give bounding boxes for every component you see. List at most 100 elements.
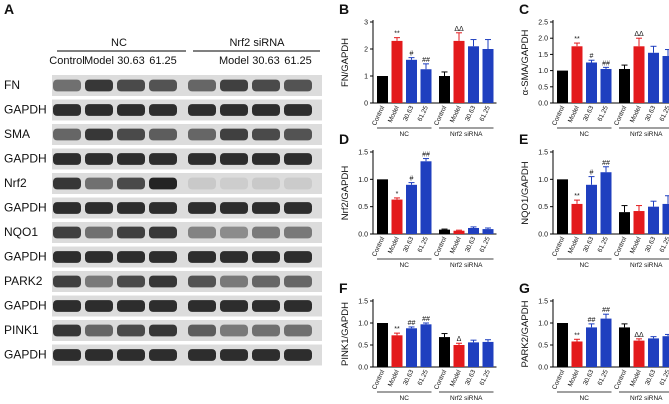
blot-band: [85, 300, 113, 312]
blot-band: [117, 104, 145, 116]
blot-row-label: NQO1: [4, 225, 38, 239]
group-label-nc: NC: [580, 262, 590, 269]
significance-label: ##: [422, 152, 430, 159]
bar: [662, 203, 669, 234]
category-label: 61.25: [417, 105, 430, 123]
blot-band: [188, 324, 216, 337]
blot-band: [117, 251, 145, 263]
category-label: 61.25: [417, 236, 430, 254]
blot-band: [149, 104, 177, 116]
blot-band: [220, 324, 248, 337]
blot-band: [53, 275, 81, 288]
y-tick-label: 1.5: [358, 150, 368, 157]
blot-band: [117, 226, 145, 239]
blot-band: [53, 153, 81, 165]
y-tick-label: 0.0: [538, 365, 548, 372]
y-axis-label: NQO1/GAPDH: [520, 161, 531, 224]
category-label: Model: [387, 368, 401, 388]
category-label: 61.25: [597, 105, 610, 123]
y-tick-label: 1.5: [538, 150, 548, 157]
blot-band: [252, 251, 280, 263]
y-tick-label: 0.5: [538, 204, 548, 211]
blot-band: [149, 349, 177, 361]
blot-band: [220, 202, 248, 214]
y-tick-label: 0.5: [538, 84, 548, 91]
significance-label: ##: [602, 160, 610, 167]
blot-band: [149, 300, 177, 312]
blot-band: [188, 275, 216, 288]
category-label: Control: [551, 235, 566, 257]
category-label: Model: [629, 235, 643, 255]
category-label: Model: [387, 235, 401, 255]
category-label: 61.25: [479, 105, 492, 123]
y-axis-label: Nrf2/GAPDH: [340, 166, 351, 221]
category-label: 61.25: [659, 105, 669, 123]
group-label-nrf2-sirna: Nrf2 siRNA: [450, 131, 483, 138]
category-label: Control: [613, 104, 628, 126]
blot-band: [85, 128, 113, 141]
bar: [633, 46, 645, 103]
significance-label: #: [590, 53, 594, 60]
bar: [633, 340, 645, 367]
blot-band: [284, 226, 312, 239]
bar: [619, 212, 630, 234]
y-tick-label: 0.0: [538, 101, 548, 108]
category-label: 30.63: [464, 105, 477, 123]
category-label: Model: [629, 368, 643, 388]
group-label-nrf2-sirna: Nrf2 siRNA: [630, 131, 663, 138]
bar: [391, 335, 403, 367]
blot-band: [252, 153, 280, 165]
blot-band: [188, 104, 216, 116]
blot-band: [85, 202, 113, 214]
bar: [482, 49, 494, 103]
y-tick-label: 2.0: [538, 36, 548, 43]
blot-band: [252, 79, 280, 92]
significance-label: ΔΔ: [634, 332, 644, 339]
group-label-nc: NC: [400, 395, 410, 402]
blot-band: [117, 128, 145, 141]
bar: [571, 341, 583, 367]
blot-band: [85, 79, 113, 92]
bar: [586, 184, 597, 234]
chart-d: D 0.0 0.5 1.0 1.5 Nrf2/GAPDH Control * Model #30.…: [339, 131, 497, 269]
bar: [557, 323, 568, 367]
blot-band: [53, 324, 81, 337]
blot-band: [188, 251, 216, 263]
y-tick-label: 3: [364, 20, 368, 27]
blot-band: [188, 153, 216, 165]
blot-band: [53, 104, 81, 116]
significance-label: **: [574, 36, 580, 43]
blot-band: [85, 251, 113, 263]
bar: [453, 230, 465, 234]
blot-band: [117, 177, 145, 190]
blot-row-label: SMA: [4, 127, 30, 141]
group-label-nrf2-sirna: Nrf2 siRNA: [450, 395, 483, 402]
y-tick-label: 1.0: [358, 177, 368, 184]
blot-band: [252, 300, 280, 312]
bar-charts: B0123FN/GAPDHControl**Model#30.63##61.25…: [339, 1, 669, 402]
bar: [648, 206, 659, 234]
blot-band: [220, 349, 248, 361]
blot-band: [117, 202, 145, 214]
category-label: Control: [371, 235, 386, 257]
bar: [468, 46, 479, 103]
y-tick-label: 0.0: [538, 232, 548, 239]
blot-band: [252, 275, 280, 288]
blot-row-label: PINK1: [4, 323, 39, 337]
group-label-nrf2-sirna: Nrf2 siRNA: [450, 262, 483, 269]
y-tick-label: 1.0: [538, 177, 548, 184]
y-tick-label: 0.5: [358, 343, 368, 350]
blot-band: [53, 177, 81, 190]
blot-band: [252, 324, 280, 337]
blot-row-label: GAPDH: [4, 348, 47, 362]
group-label-nrf2-sirna: Nrf2 siRNA: [630, 395, 663, 402]
bar: [557, 179, 568, 234]
bar: [482, 229, 494, 234]
group-header-nrf2-sirna: Nrf2 siRNA: [229, 37, 285, 49]
blot-band: [53, 300, 81, 312]
blot-band: [149, 202, 177, 214]
chart-f: F 0.0 0.5 1.0 1.5 PINK1/GAPDH Control ** Model ##…: [339, 280, 497, 402]
category-label: Control: [433, 235, 448, 257]
blot-row-label: GAPDH: [4, 201, 47, 215]
